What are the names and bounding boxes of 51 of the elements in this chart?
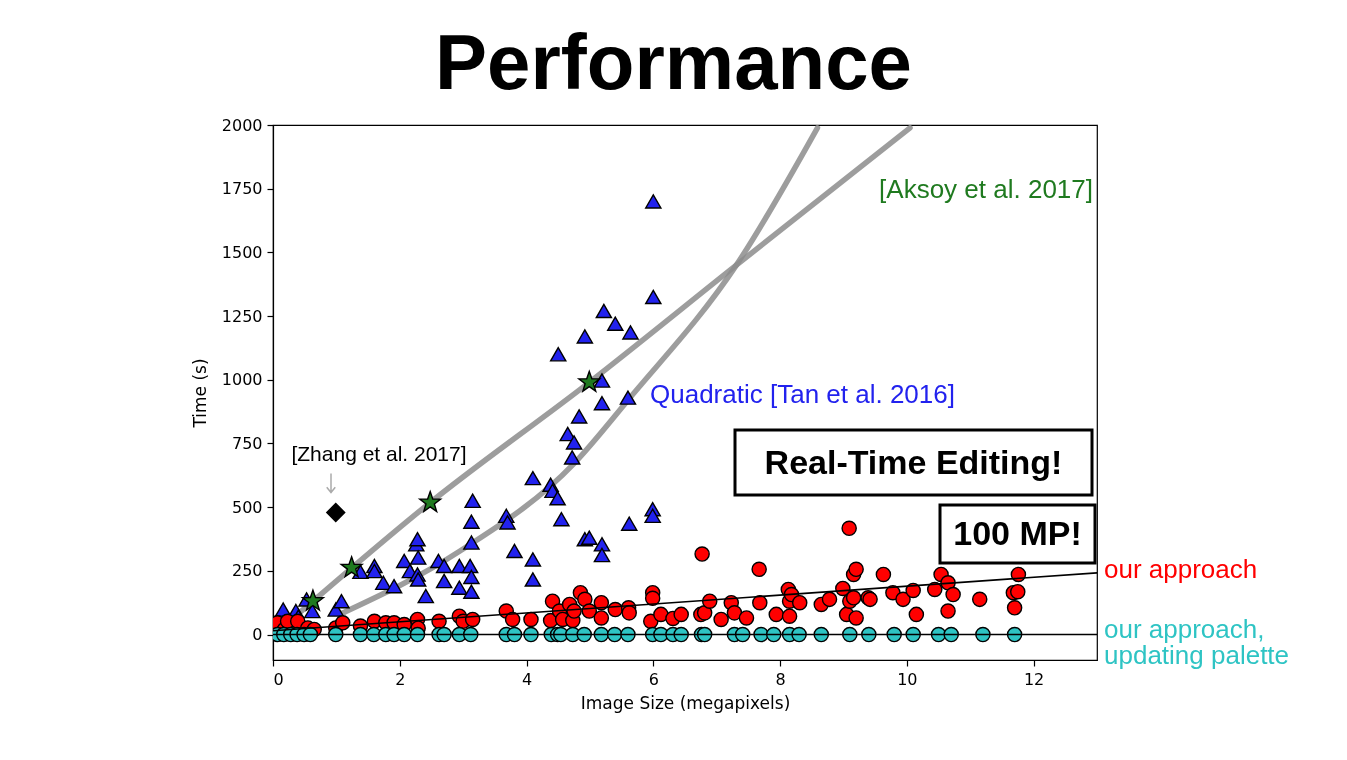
point [523, 626, 539, 643]
point [861, 626, 877, 643]
x-tick-label: 10 [897, 669, 918, 689]
point [791, 626, 807, 643]
point [340, 556, 363, 578]
point [975, 626, 991, 643]
chart-title: Performance [435, 18, 912, 106]
point [1006, 626, 1023, 643]
x-tick-label: 4 [521, 669, 533, 689]
point [578, 370, 601, 392]
point [943, 626, 959, 643]
y-tick-label: 1500 [221, 242, 263, 262]
x-tick-label: 2 [395, 669, 406, 689]
x-tick-label: 12 [1023, 669, 1045, 689]
point [765, 626, 782, 643]
point [419, 490, 442, 513]
annotation: 100 MP! [953, 514, 1082, 552]
y-tick-label: 750 [231, 433, 263, 453]
text: our approach [1104, 554, 1258, 584]
point [673, 626, 689, 643]
point [813, 626, 830, 643]
y-tick-label: 1250 [221, 306, 263, 326]
point [886, 626, 902, 643]
text: [Aksoy et al. 2017] [879, 174, 1093, 204]
text: our approach, updating palette [1104, 614, 1290, 670]
point [576, 626, 592, 643]
y-tick-label: 250 [231, 561, 263, 581]
y-tick-label: 500 [231, 497, 263, 517]
point [842, 626, 858, 643]
point [436, 626, 452, 643]
x-tick-label: 6 [648, 669, 659, 689]
y-tick-label: 1000 [221, 370, 263, 390]
annotation: Real-Time Editing! [764, 442, 1063, 481]
y-tick-label: 2000 [221, 115, 263, 135]
x-tick-label: 0 [273, 669, 284, 689]
point [506, 626, 523, 643]
x-tick-label: 8 [775, 669, 786, 689]
y-tick-label: 0 [252, 625, 263, 645]
legend-label: [Zhang et al. 2017] [291, 442, 467, 465]
series-label: Quadratic [Tan et al. 2016] [650, 379, 955, 409]
point [301, 589, 325, 611]
x-axis-title: Image Size (megapixels) [580, 692, 791, 713]
point [409, 626, 426, 643]
y-axis-title: Time (s) [189, 358, 210, 429]
point [734, 626, 751, 643]
point [905, 626, 921, 643]
point [326, 502, 346, 523]
point [462, 626, 479, 643]
point [327, 626, 344, 643]
point [620, 626, 636, 643]
y-tick-label: 1750 [221, 179, 263, 199]
